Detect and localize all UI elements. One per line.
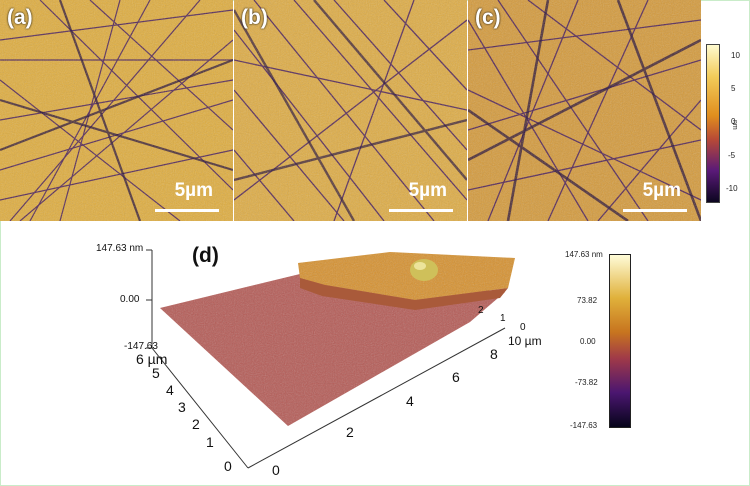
y-axis-tick: 5 xyxy=(152,365,160,381)
panel-label-b: (b) xyxy=(241,6,268,29)
colorbar-d-tick: 0.00 xyxy=(580,337,596,346)
colorbar-top xyxy=(706,44,720,203)
colorbar-d-tick: -73.82 xyxy=(575,378,598,387)
colorbar-top-tick: 5 xyxy=(731,84,736,93)
x-axis-tick: 4 xyxy=(406,393,414,409)
x-axis-unit: 10 µm xyxy=(508,334,542,348)
y-axis-unit: 6 µm xyxy=(136,351,168,367)
scale-bar-b xyxy=(389,209,453,212)
colorbar-d xyxy=(609,254,631,428)
afm-image-c xyxy=(468,0,701,221)
colorbar-d-tick: -147.63 xyxy=(570,421,598,430)
x-axis-tick: 0 xyxy=(272,462,280,478)
x-axis-tick: 2 xyxy=(346,424,354,440)
panel-label-d: (d) xyxy=(192,244,219,267)
z-axis-top: 147.63 nm xyxy=(96,243,144,254)
y-axis-tick: 4 xyxy=(166,382,174,398)
y-axis-tick: 3 xyxy=(178,399,186,415)
back-axis-tick: 1 xyxy=(500,313,506,324)
z-axis-mid: 0.00 xyxy=(120,294,140,305)
y-axis-tick: 0 xyxy=(224,458,232,474)
colorbar-d-tick: 147.63 nm xyxy=(565,250,603,259)
afm-panel-c: (c) 5µm xyxy=(468,0,701,221)
afm-image-b xyxy=(234,0,467,221)
y-axis-tick: 1 xyxy=(206,434,214,450)
panel-label-c: (c) xyxy=(475,6,501,29)
colorbar-top-unit: nm xyxy=(731,120,738,130)
back-axis-tick: 2 xyxy=(478,305,484,316)
afm-image-a xyxy=(0,0,233,221)
colorbar-d-tick: 73.82 xyxy=(577,296,598,305)
afm-panel-b: (b) 5µm xyxy=(234,0,467,221)
scale-bar-text-c: 5µm xyxy=(642,180,681,201)
scale-bar-text-b: 5µm xyxy=(408,180,447,201)
scale-bar-a xyxy=(155,209,219,212)
scale-bar-text-a: 5µm xyxy=(174,180,213,201)
colorbar-top-tick: 0 xyxy=(731,117,736,126)
afm-3d-surface xyxy=(146,249,515,469)
colorbar-top-tick: -5 xyxy=(728,151,736,160)
x-axis-tick: 8 xyxy=(490,346,498,362)
back-axis-tick: 0 xyxy=(520,322,526,333)
y-axis-tick: 2 xyxy=(192,416,200,432)
x-axis-tick: 6 xyxy=(452,369,460,385)
z-axis-bottom: -147.63 xyxy=(124,341,158,352)
colorbar-top-tick: 10 xyxy=(731,51,740,60)
panel-label-a: (a) xyxy=(7,6,33,29)
scale-bar-c xyxy=(623,209,687,212)
afm-panel-a: (a) 5µm xyxy=(0,0,233,221)
colorbar-top-tick: -10 xyxy=(726,184,738,193)
